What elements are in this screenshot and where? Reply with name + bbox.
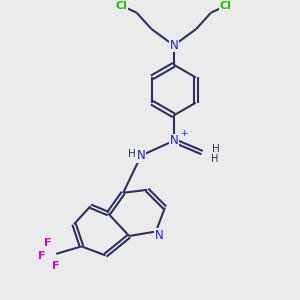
Text: H: H xyxy=(212,144,219,154)
Text: F: F xyxy=(52,261,60,272)
Text: F: F xyxy=(44,238,52,248)
Text: N: N xyxy=(137,149,146,162)
Text: N: N xyxy=(154,229,163,242)
Text: N: N xyxy=(169,134,178,147)
Text: Cl: Cl xyxy=(220,1,232,11)
Text: H: H xyxy=(211,154,218,164)
Text: N: N xyxy=(169,39,178,52)
Text: H: H xyxy=(128,149,135,159)
Text: Cl: Cl xyxy=(116,1,127,11)
Text: +: + xyxy=(181,129,188,138)
Text: F: F xyxy=(38,251,46,261)
